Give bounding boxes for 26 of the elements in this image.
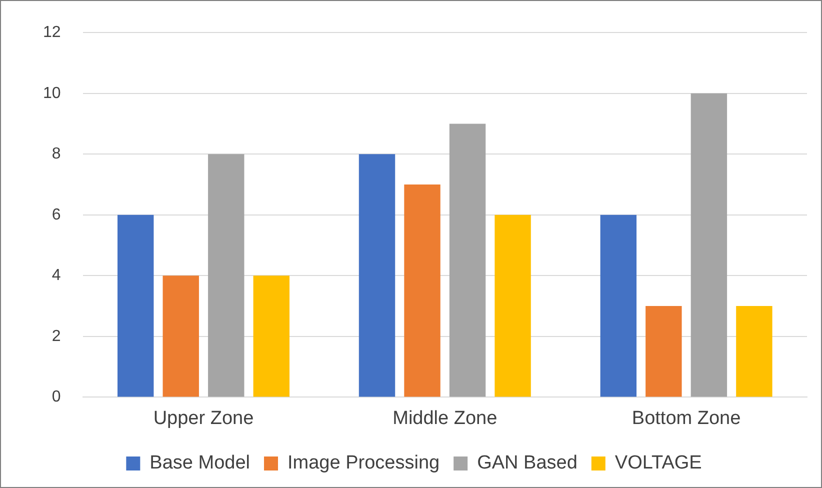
bar <box>494 214 531 397</box>
x-tick-label: Middle Zone <box>392 408 498 429</box>
bar <box>600 214 637 397</box>
bar <box>162 276 199 397</box>
y-tick-label: 8 <box>52 146 61 163</box>
x-tick-label: Bottom Zone <box>632 408 741 429</box>
legend-label: GAN Based <box>477 452 578 474</box>
bar <box>253 276 290 397</box>
bar <box>118 214 154 397</box>
bar <box>690 93 728 397</box>
y-tick-label: 4 <box>52 267 61 284</box>
legend-label: Image Processing <box>288 452 440 474</box>
x-tick-label: Upper Zone <box>153 408 254 429</box>
y-tick-label: 2 <box>52 328 61 345</box>
bar <box>646 306 682 397</box>
bar <box>358 154 396 397</box>
y-tick-label: 10 <box>43 84 61 102</box>
bar <box>449 124 486 397</box>
bar <box>404 184 440 397</box>
legend-label: Base Model <box>150 452 250 474</box>
y-tick-label: 12 <box>43 24 61 42</box>
legend-label: VOLTAGE <box>614 452 702 474</box>
bar <box>736 306 772 397</box>
bar <box>208 154 244 397</box>
y-tick-label: 6 <box>52 206 61 224</box>
y-tick-label: 0 <box>52 388 61 406</box>
